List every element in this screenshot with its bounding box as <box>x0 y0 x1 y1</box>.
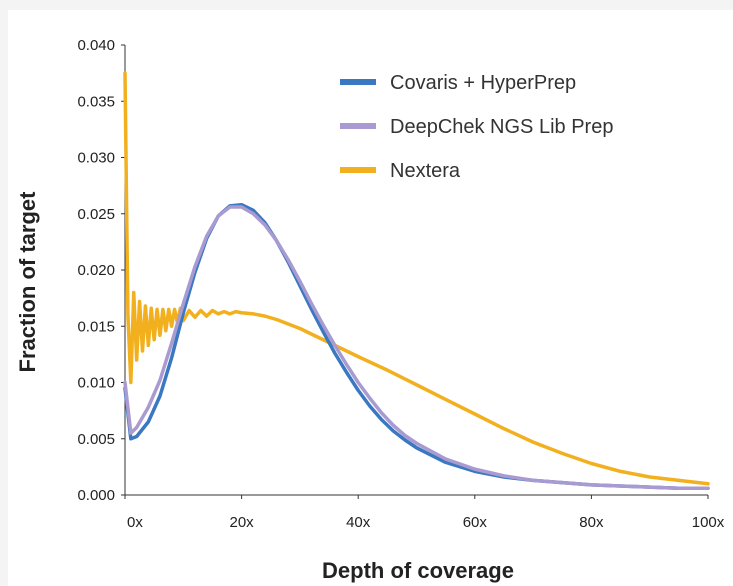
series-lines <box>123 71 710 490</box>
y-tick-label: 0.030 <box>77 150 115 167</box>
legend-label: Covaris + HyperPrep <box>390 72 576 94</box>
x-tick-label: 0x <box>127 514 143 531</box>
y-tick-label: 0.040 <box>77 37 115 54</box>
y-tick-label: 0.000 <box>77 487 115 504</box>
y-tick-label: 0.020 <box>77 262 115 279</box>
series-line-deepchek-ngs-lib-prep <box>123 205 710 490</box>
legend-label: Nextera <box>390 160 461 182</box>
x-tick-label: 80x <box>579 514 604 531</box>
legend-swatch <box>340 167 376 173</box>
y-tick-label: 0.010 <box>77 375 115 392</box>
y-tick-label: 0.015 <box>77 318 115 335</box>
y-tick-label: 0.035 <box>77 93 115 110</box>
legend-swatch <box>340 123 376 129</box>
x-axis-title: Depth of coverage <box>322 558 514 583</box>
legend: Covaris + HyperPrep DeepChek NGS Lib Prep… <box>340 72 613 182</box>
x-tick-label: 100x <box>692 514 725 531</box>
y-axis-title: Fraction of target <box>15 191 40 373</box>
y-tick-label: 0.025 <box>77 206 115 223</box>
x-tick-label: 60x <box>463 514 488 531</box>
series-line-nextera <box>123 71 710 486</box>
x-tick-label: 40x <box>346 514 371 531</box>
axes-group: 0.000 0.005 0.010 0.015 0.020 0.025 0.030 0.035… <box>77 37 724 531</box>
plot-card <box>8 10 733 586</box>
y-tick-label: 0.005 <box>77 431 115 448</box>
legend-swatch <box>340 79 376 85</box>
legend-label: DeepChek NGS Lib Prep <box>390 116 613 138</box>
x-tick-label: 20x <box>230 514 255 531</box>
